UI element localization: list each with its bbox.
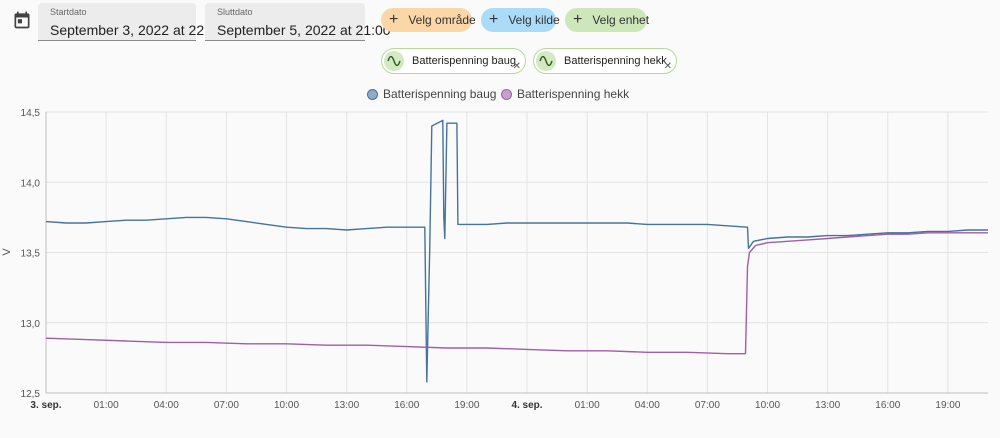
- y-tick-label: 14,5: [21, 108, 41, 119]
- legend-swatch-baug: [367, 88, 378, 100]
- start-date-value: September 3, 2022 at 22:00: [50, 22, 224, 38]
- end-date-label: Sluttdato: [217, 7, 253, 17]
- y-tick-label: 14,0: [21, 178, 41, 189]
- legend-label-baug: Batterispenning baug: [383, 87, 497, 101]
- start-date-label: Startdato: [50, 7, 87, 17]
- entity-chip-hekk[interactable]: Batterispenning hekk ✕: [533, 48, 677, 74]
- legend-item-hekk[interactable]: Batterispenning hekk: [501, 87, 629, 101]
- x-tick-label: 16:00: [394, 400, 419, 411]
- x-tick-label: 13:00: [334, 400, 359, 411]
- x-tick-label: 04:00: [154, 400, 179, 411]
- x-tick-label: 07:00: [214, 400, 239, 411]
- voltage-line-chart: 12,5 13,0 13,5 14,0 14,5 3. sep. 01:00 04:00 07:…: [1, 108, 988, 411]
- plus-icon: +: [389, 11, 399, 28]
- x-tick-label: 04:00: [635, 400, 660, 411]
- x-tick-label: 3. sep.: [30, 400, 61, 411]
- x-tick-label: 19:00: [935, 400, 960, 411]
- y-tick-label: 13,0: [21, 319, 41, 330]
- legend-swatch-hekk: [501, 88, 512, 100]
- entity-chip-baug[interactable]: Batterispenning baug ✕: [381, 48, 526, 74]
- x-tick-label: 13:00: [815, 400, 840, 411]
- series-lines: [45, 119, 988, 383]
- choose-unit-button[interactable]: + Velg enhet: [565, 8, 650, 32]
- series-line-hekk: [45, 232, 988, 355]
- y-tick-label: 12,5: [21, 389, 41, 400]
- end-date-field[interactable]: Sluttdato September 5, 2022 at 21:00: [205, 3, 391, 41]
- legend-label-hekk: Batterispenning hekk: [517, 87, 630, 101]
- close-icon[interactable]: ✕: [512, 61, 521, 72]
- start-date-field[interactable]: Startdato September 3, 2022 at 22:00: [38, 3, 224, 41]
- choose-area-button[interactable]: + Velg område: [381, 8, 476, 32]
- chart-legend: Batterispenning baug Batterispenning hek…: [0, 87, 1000, 103]
- entity-chip-label: Batterispenning baug: [412, 55, 516, 67]
- x-tick-label: 10:00: [755, 400, 780, 411]
- sine-wave-icon: [536, 51, 556, 71]
- sine-wave-icon: [384, 51, 404, 71]
- choose-source-button[interactable]: + Velg kilde: [481, 8, 560, 32]
- y-axis-label: V: [1, 248, 13, 256]
- x-tick-label: 4. sep.: [511, 400, 542, 411]
- x-tick-label: 07:00: [695, 400, 720, 411]
- choose-area-label: Velg område: [408, 13, 476, 27]
- entity-chip-label: Batterispenning hekk: [564, 55, 667, 67]
- x-tick-label: 16:00: [875, 400, 900, 411]
- series-line-baug: [45, 119, 988, 383]
- legend-item-baug[interactable]: Batterispenning baug: [367, 87, 496, 101]
- end-date-value: September 5, 2022 at 21:00: [217, 22, 391, 38]
- x-tick-label: 01:00: [94, 400, 119, 411]
- grid-lines: [45, 111, 988, 394]
- choose-source-label: Velg kilde: [508, 13, 560, 27]
- x-tick-label: 01:00: [575, 400, 600, 411]
- choose-unit-label: Velg enhet: [592, 13, 650, 27]
- x-tick-label: 19:00: [454, 400, 479, 411]
- plus-icon: +: [489, 11, 499, 28]
- y-tick-label: 13,5: [21, 249, 41, 260]
- x-tick-label: 10:00: [274, 400, 299, 411]
- axes: 12,5 13,0 13,5 14,0 14,5 3. sep. 01:00 04:00 07:…: [21, 108, 988, 411]
- close-icon[interactable]: ✕: [663, 61, 672, 72]
- plus-icon: +: [573, 11, 583, 28]
- calendar-icon[interactable]: [12, 10, 32, 30]
